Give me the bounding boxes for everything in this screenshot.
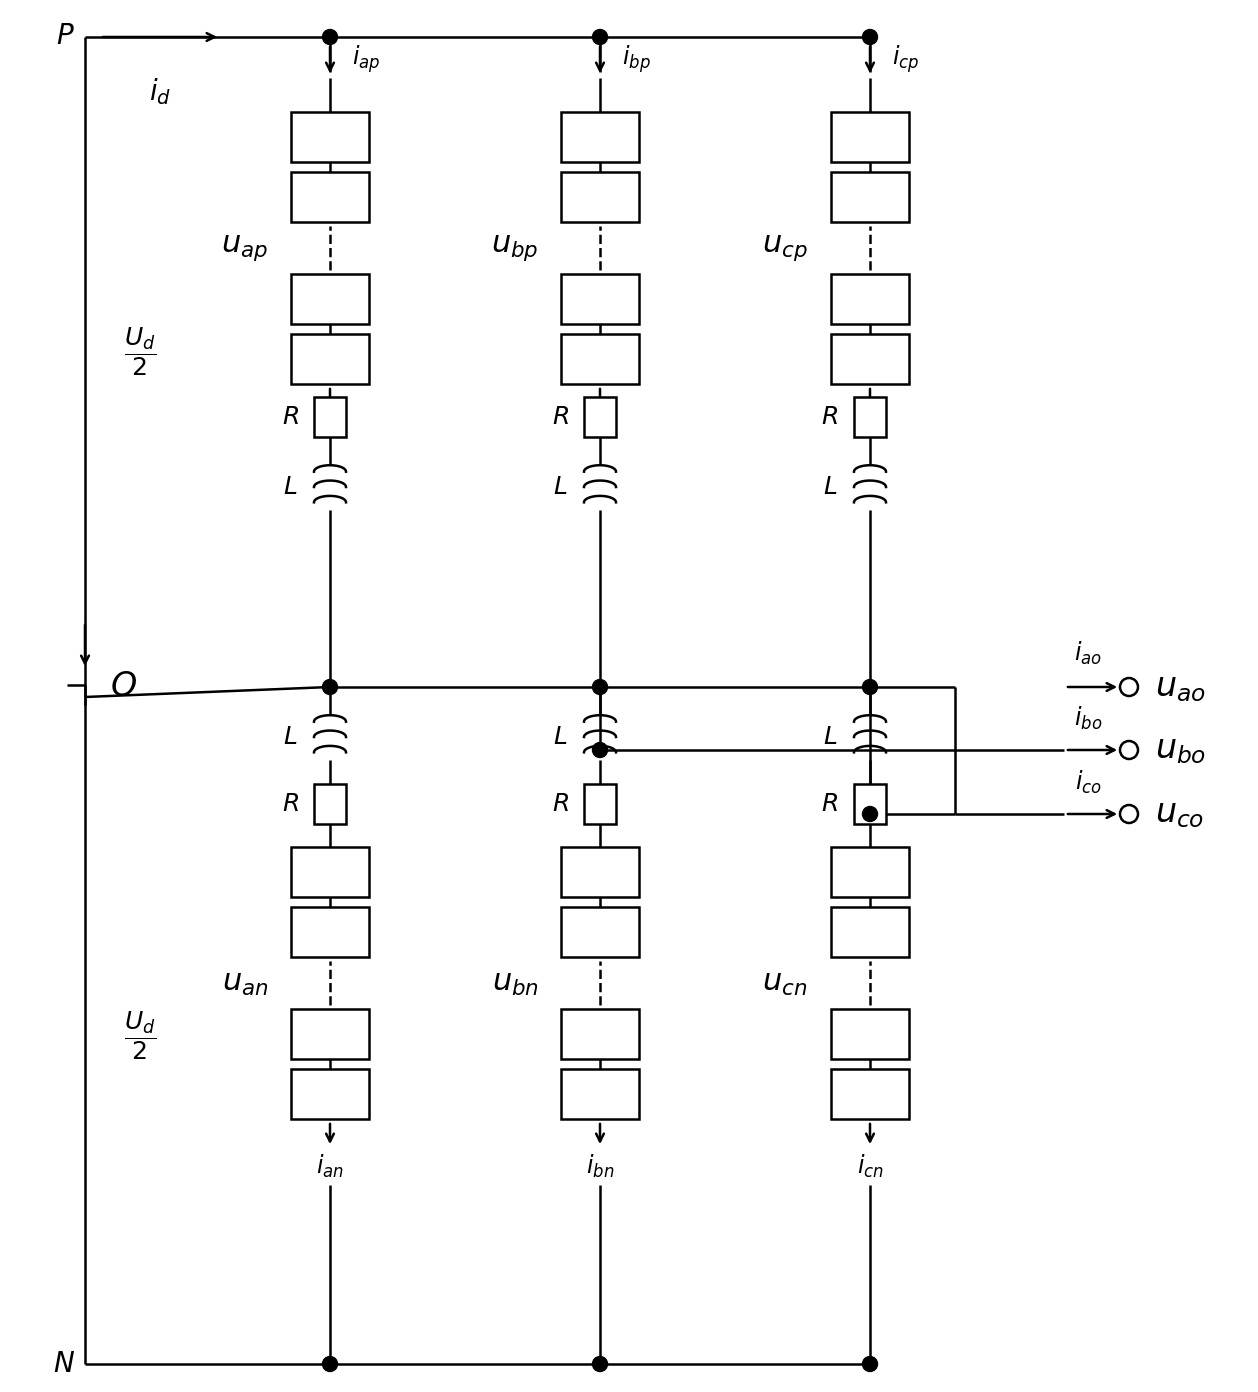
Circle shape — [593, 679, 608, 695]
Bar — [561, 173, 639, 221]
Text: $R$: $R$ — [282, 792, 298, 816]
Circle shape — [593, 1356, 608, 1371]
Bar — [832, 334, 910, 384]
Bar — [314, 784, 346, 824]
Bar — [832, 274, 910, 324]
Text: $i_{cn}$: $i_{cn}$ — [857, 1153, 883, 1180]
Bar — [854, 397, 886, 437]
Circle shape — [322, 29, 337, 45]
Bar — [314, 397, 346, 437]
Text: $L$: $L$ — [283, 725, 297, 749]
Text: $L$: $L$ — [283, 475, 297, 498]
Circle shape — [863, 806, 878, 821]
Bar — [291, 846, 369, 896]
Bar — [561, 274, 639, 324]
Text: $\dfrac{U_d}{2}$: $\dfrac{U_d}{2}$ — [125, 326, 156, 379]
Circle shape — [863, 29, 878, 45]
Text: $i_{bp}$: $i_{bp}$ — [621, 43, 650, 75]
Text: $i_d$: $i_d$ — [148, 77, 171, 107]
Bar — [561, 111, 639, 161]
Bar — [832, 846, 910, 896]
Text: $i_{co}$: $i_{co}$ — [1074, 768, 1102, 796]
Text: $R$: $R$ — [282, 405, 298, 429]
Bar — [832, 111, 910, 161]
Text: $L$: $L$ — [552, 475, 567, 498]
Bar — [561, 846, 639, 896]
Bar — [291, 1069, 369, 1119]
Text: $P$: $P$ — [57, 24, 75, 50]
Text: $u_{cp}$: $u_{cp}$ — [762, 232, 808, 263]
Bar — [291, 1009, 369, 1059]
Bar — [291, 111, 369, 161]
Text: $R$: $R$ — [821, 405, 839, 429]
Text: $L$: $L$ — [823, 475, 838, 498]
Text: $i_{ap}$: $i_{ap}$ — [352, 43, 380, 75]
Bar — [561, 908, 639, 958]
Bar — [291, 173, 369, 221]
Text: $i_{ao}$: $i_{ao}$ — [1074, 640, 1102, 667]
Text: $R$: $R$ — [551, 405, 569, 429]
Bar — [291, 274, 369, 324]
Circle shape — [863, 1356, 878, 1371]
Circle shape — [593, 29, 608, 45]
Bar — [291, 908, 369, 958]
Text: $i_{an}$: $i_{an}$ — [316, 1153, 343, 1180]
Bar — [832, 173, 910, 221]
Bar — [561, 334, 639, 384]
Bar — [291, 334, 369, 384]
Text: $i_{cp}$: $i_{cp}$ — [892, 43, 920, 75]
Text: $i_{bo}$: $i_{bo}$ — [1074, 704, 1102, 732]
Circle shape — [863, 679, 878, 695]
Text: $R$: $R$ — [551, 792, 569, 816]
Circle shape — [322, 679, 337, 695]
Bar — [584, 784, 616, 824]
Text: $R$: $R$ — [821, 792, 839, 816]
Text: $L$: $L$ — [552, 725, 567, 749]
Text: $u_{bo}$: $u_{bo}$ — [1155, 734, 1206, 767]
Bar — [832, 1069, 910, 1119]
Text: $u_{ao}$: $u_{ao}$ — [1155, 671, 1205, 703]
Text: $u_{bp}$: $u_{bp}$ — [492, 232, 538, 263]
Text: $O$: $O$ — [109, 671, 137, 703]
Text: $u_{cn}$: $u_{cn}$ — [762, 967, 808, 998]
Bar — [832, 908, 910, 958]
Text: $u_{an}$: $u_{an}$ — [221, 967, 268, 998]
Text: $u_{ap}$: $u_{ap}$ — [221, 232, 268, 263]
Text: $\dfrac{U_d}{2}$: $\dfrac{U_d}{2}$ — [125, 1009, 156, 1062]
Circle shape — [593, 742, 608, 757]
Bar — [561, 1009, 639, 1059]
Circle shape — [322, 1356, 337, 1371]
Text: $i_{bn}$: $i_{bn}$ — [586, 1153, 614, 1180]
Bar — [561, 1069, 639, 1119]
Bar — [584, 397, 616, 437]
Bar — [832, 1009, 910, 1059]
Text: $u_{co}$: $u_{co}$ — [1155, 798, 1204, 831]
Text: $u_{bn}$: $u_{bn}$ — [492, 967, 538, 998]
Text: $L$: $L$ — [823, 725, 838, 749]
Text: $N$: $N$ — [53, 1350, 75, 1378]
Bar — [854, 784, 886, 824]
